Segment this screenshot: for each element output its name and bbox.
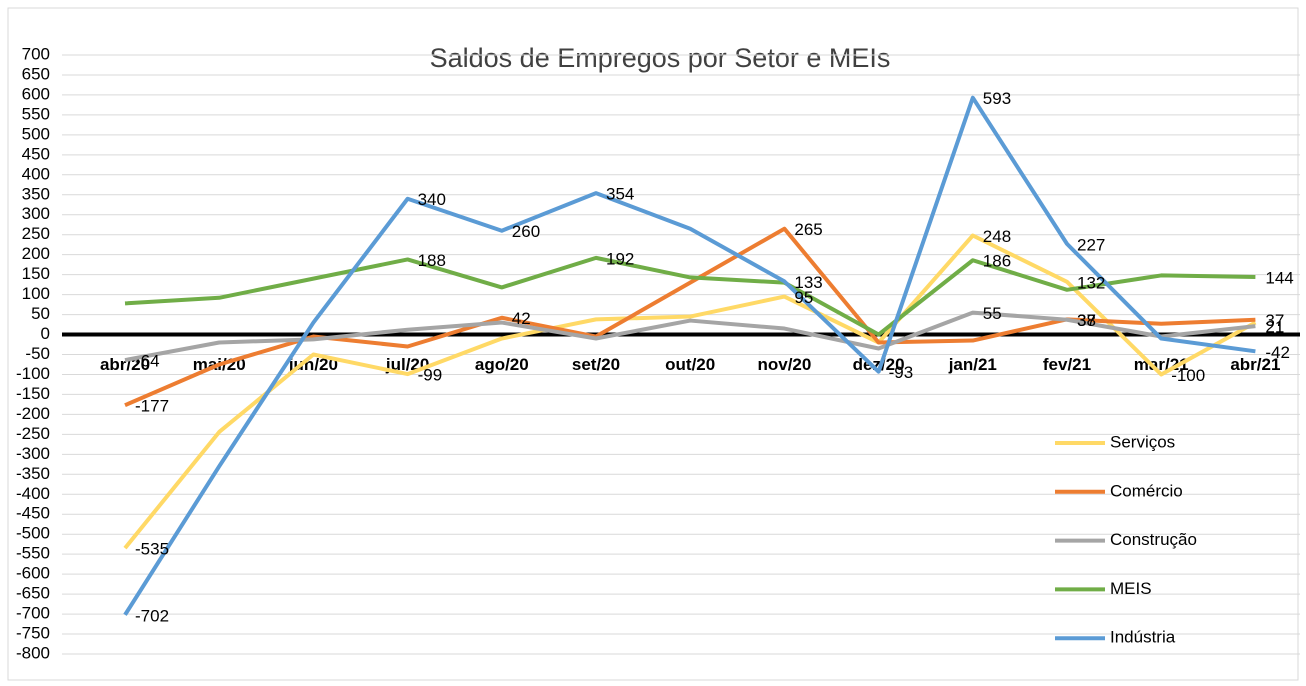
- y-tick-label: -550: [16, 544, 50, 563]
- data-label: -535: [135, 540, 169, 559]
- data-label: 260: [512, 222, 540, 241]
- data-label: 144: [1265, 269, 1293, 288]
- y-tick-label: -800: [16, 643, 50, 662]
- data-label: 227: [1077, 235, 1105, 254]
- data-label: 132: [1077, 273, 1105, 292]
- y-tick-label: 100: [22, 284, 50, 303]
- y-tick-label: 450: [22, 144, 50, 163]
- data-label: 42: [512, 309, 531, 328]
- y-tick-label: 650: [22, 64, 50, 83]
- data-label: -93: [889, 363, 914, 382]
- y-tick-label: 300: [22, 204, 50, 223]
- data-label: 37: [1265, 311, 1284, 330]
- y-tick-label: 500: [22, 124, 50, 143]
- series-line: [124, 255, 1256, 337]
- data-label: -42: [1265, 343, 1290, 362]
- legend-label: Construção: [1110, 530, 1197, 549]
- data-label: 37: [1077, 311, 1096, 330]
- y-tick-label: -250: [16, 424, 50, 443]
- x-tick-label: nov/20: [757, 355, 811, 374]
- x-tick-label: jun/20: [288, 355, 338, 374]
- y-tick-label: 0: [41, 324, 50, 343]
- y-tick-label: -50: [25, 344, 50, 363]
- series-line: [124, 310, 1256, 363]
- data-label: 133: [794, 273, 822, 292]
- data-label: 188: [418, 251, 446, 270]
- data-label: 55: [983, 304, 1002, 323]
- series-line: [123, 95, 1256, 616]
- x-tick-label: ago/20: [475, 355, 529, 374]
- x-tick-label: fev/21: [1043, 355, 1091, 374]
- y-tick-label: 350: [22, 184, 50, 203]
- data-label: 340: [418, 190, 446, 209]
- x-tick-label: set/20: [572, 355, 620, 374]
- x-tick-label: out/20: [665, 355, 715, 374]
- data-label: 265: [794, 220, 822, 239]
- data-label: 248: [983, 227, 1011, 246]
- chart-title: Saldos de Empregos por Setor e MEIs: [430, 43, 891, 73]
- y-tick-label: -750: [16, 624, 50, 643]
- series-line: [123, 233, 1257, 550]
- data-label: 186: [983, 252, 1011, 271]
- y-tick-label: 600: [22, 84, 50, 103]
- legend-label: Indústria: [1110, 628, 1176, 647]
- data-label: 95: [794, 288, 813, 307]
- y-tick-label: -600: [16, 564, 50, 583]
- data-label: -99: [418, 366, 443, 385]
- data-label: 21: [1265, 318, 1284, 337]
- y-tick-label: -300: [16, 444, 50, 463]
- y-tick-label: -500: [16, 524, 50, 543]
- data-label: 354: [606, 185, 634, 204]
- y-tick-label: -200: [16, 404, 50, 423]
- y-tick-label: -150: [16, 384, 50, 403]
- y-tick-label: 150: [22, 264, 50, 283]
- y-tick-label: 50: [31, 304, 50, 323]
- y-tick-label: 700: [22, 44, 50, 63]
- y-tick-label: -450: [16, 504, 50, 523]
- y-tick-label: 400: [22, 164, 50, 183]
- data-label: -177: [135, 397, 169, 416]
- y-tick-label: -700: [16, 604, 50, 623]
- y-tick-label: -350: [16, 464, 50, 483]
- data-label: 38: [1077, 311, 1096, 330]
- data-label: 593: [983, 89, 1011, 108]
- x-tick-label: jan/21: [948, 355, 997, 374]
- data-label: -100: [1171, 366, 1205, 385]
- y-tick-label: 250: [22, 224, 50, 243]
- y-tick-label: -400: [16, 484, 50, 503]
- x-tick-label: abr/21: [1230, 355, 1280, 374]
- y-tick-label: -100: [16, 364, 50, 383]
- y-tick-label: 200: [22, 244, 50, 263]
- data-label: -702: [135, 606, 169, 625]
- data-label: 192: [606, 249, 634, 268]
- legend-label: Comércio: [1110, 481, 1183, 500]
- legend-label: Serviços: [1110, 432, 1175, 451]
- y-tick-label: 550: [22, 104, 50, 123]
- data-label: -64: [135, 352, 160, 371]
- legend-label: MEIS: [1110, 579, 1152, 598]
- y-tick-label: -650: [16, 584, 50, 603]
